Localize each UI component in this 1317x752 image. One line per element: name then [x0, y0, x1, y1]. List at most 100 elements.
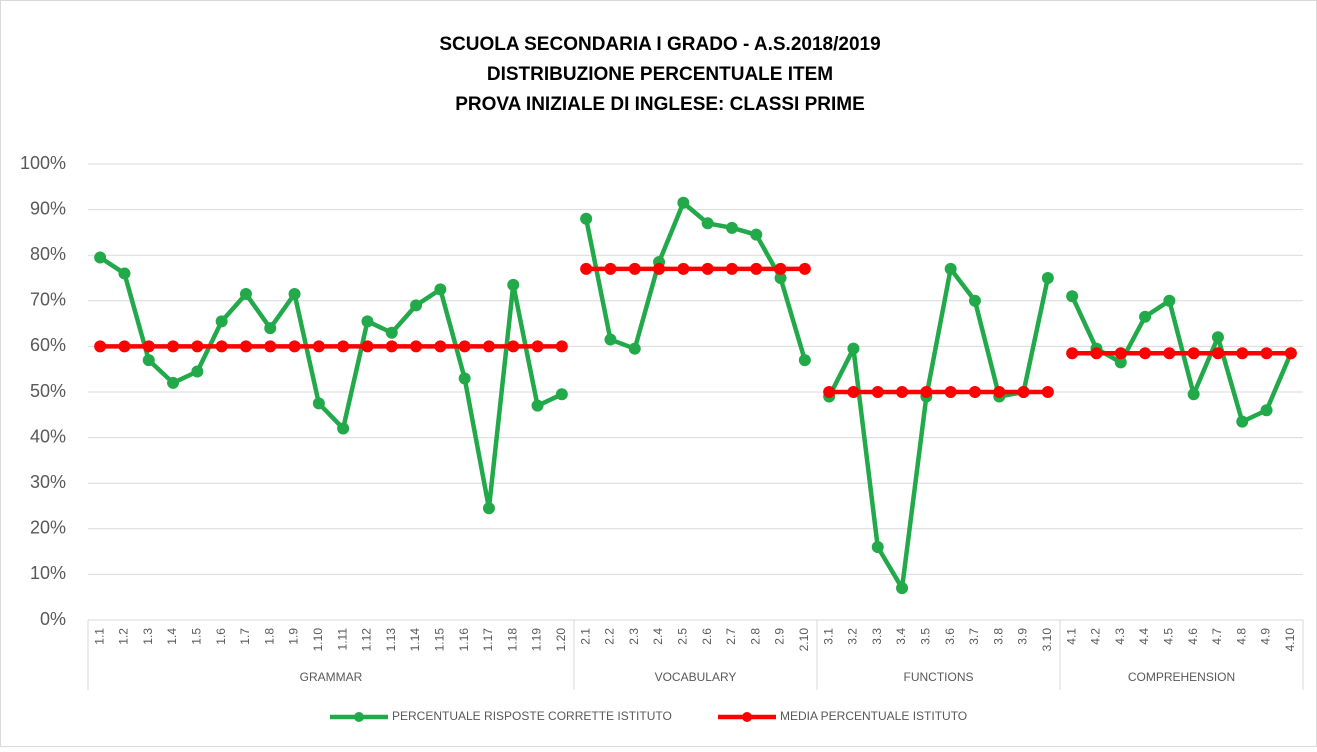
marker: [118, 267, 131, 280]
marker: [774, 272, 787, 284]
y-tick-label: 50%: [30, 381, 66, 401]
x-tick-label: 2.3: [627, 628, 641, 645]
marker: [458, 372, 471, 385]
group-label: VOCABULARY: [655, 670, 737, 684]
marker: [1236, 415, 1249, 428]
y-tick-label: 40%: [30, 426, 66, 446]
marker: [410, 340, 423, 353]
marker: [993, 386, 1006, 398]
marker: [944, 262, 957, 275]
marker: [1139, 347, 1152, 360]
x-tick-label: 1.11: [335, 628, 349, 651]
marker: [896, 386, 909, 398]
marker: [385, 340, 398, 353]
marker: [167, 376, 180, 389]
x-tick-label: 4.6: [1186, 628, 1200, 645]
group-label: COMPREHENSION: [1128, 670, 1235, 684]
x-tick-label: 3.7: [967, 628, 981, 645]
legend-label: PERCENTUALE RISPOSTE CORRETTE ISTITUTO: [392, 709, 672, 723]
marker: [312, 397, 325, 410]
marker: [1066, 347, 1079, 360]
marker: [944, 386, 957, 398]
x-tick-label: 1.18: [505, 628, 519, 652]
marker: [1090, 347, 1103, 360]
marker: [1260, 347, 1273, 360]
marker: [1163, 347, 1176, 360]
y-tick-label: 70%: [30, 290, 66, 310]
marker: [896, 582, 909, 595]
x-tick-label: 1.7: [238, 628, 252, 645]
marker: [847, 342, 860, 355]
marker: [215, 340, 228, 353]
x-tick-label: 4.10: [1283, 628, 1297, 652]
x-tick-label: 3.8: [991, 628, 1005, 645]
x-tick-label: 2.4: [651, 628, 665, 645]
marker: [1211, 331, 1224, 344]
marker: [337, 340, 350, 353]
x-tick-label: 1.13: [384, 628, 398, 652]
marker: [191, 365, 204, 378]
marker: [555, 388, 568, 401]
marker: [725, 221, 738, 234]
legend-marker: [354, 712, 364, 722]
marker: [871, 541, 884, 554]
marker: [361, 315, 374, 328]
marker: [361, 340, 374, 353]
marker: [1260, 404, 1273, 417]
y-tick-label: 10%: [30, 563, 66, 583]
marker: [337, 422, 350, 435]
x-tick-label: 1.2: [117, 628, 131, 645]
x-tick-label: 1.19: [530, 628, 544, 652]
x-tick-label: 2.10: [797, 628, 811, 652]
marker: [677, 262, 690, 275]
x-tick-label: 2.1: [578, 628, 592, 645]
marker: [239, 287, 252, 300]
marker: [604, 333, 617, 346]
marker: [434, 283, 447, 296]
marker: [1041, 272, 1054, 284]
x-tick-label: 4.2: [1089, 628, 1103, 645]
marker: [798, 262, 811, 275]
x-tick-label: 2.9: [773, 628, 787, 645]
x-tick-label: 3.3: [870, 628, 884, 645]
x-tick-label: 1.17: [481, 628, 495, 652]
marker: [750, 262, 763, 275]
x-tick-label: 1.5: [190, 628, 204, 645]
series-line: [583, 200, 808, 361]
x-tick-label: 4.7: [1210, 628, 1224, 645]
marker: [628, 342, 641, 355]
x-tick-label: 1.8: [262, 628, 276, 645]
x-tick-label: 3.6: [943, 628, 957, 645]
marker: [434, 340, 447, 353]
group-label: GRAMMAR: [300, 670, 363, 684]
y-tick-label: 20%: [30, 518, 66, 538]
y-tick-label: 30%: [30, 472, 66, 492]
marker: [1139, 310, 1152, 323]
marker: [1284, 347, 1297, 360]
x-tick-label: 3.5: [919, 628, 933, 645]
x-tick-label: 3.1: [821, 628, 835, 645]
marker: [920, 386, 933, 398]
marker: [1017, 386, 1030, 398]
x-tick-label: 1.9: [287, 628, 301, 645]
x-tick-label: 4.3: [1113, 628, 1127, 645]
marker: [531, 399, 544, 412]
x-tick-label: 1.6: [214, 628, 228, 645]
x-tick-label: 1.4: [165, 628, 179, 645]
x-tick-label: 4.9: [1259, 628, 1273, 645]
marker: [215, 315, 228, 328]
marker: [701, 262, 714, 275]
x-tick-label: 4.5: [1162, 628, 1176, 645]
y-tick-label: 0%: [40, 609, 66, 629]
x-tick-label: 4.1: [1064, 628, 1078, 645]
marker: [653, 262, 666, 275]
y-tick-label: 80%: [30, 244, 66, 264]
y-tick-label: 90%: [30, 198, 66, 218]
marker: [312, 340, 325, 353]
marker: [677, 196, 690, 209]
marker: [385, 326, 398, 339]
x-tick-label: 1.3: [141, 628, 155, 645]
x-tick-label: 1.20: [554, 628, 568, 652]
marker: [798, 354, 811, 367]
